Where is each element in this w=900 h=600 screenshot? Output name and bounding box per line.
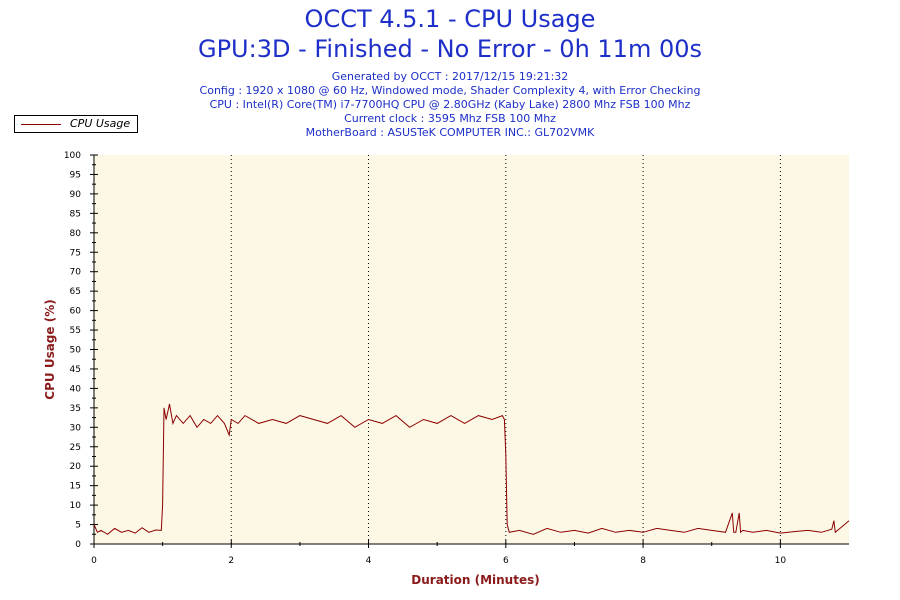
x-tick-label-8: 8 — [640, 556, 646, 566]
y-tick-label-100: 100 — [64, 151, 81, 161]
legend-label: CPU Usage — [70, 117, 131, 130]
y-tick-label-85: 85 — [70, 209, 81, 219]
x-tick-label-4: 4 — [366, 556, 372, 566]
legend-swatch — [21, 124, 61, 125]
y-tick-label-15: 15 — [70, 482, 81, 492]
y-tick-label-0: 0 — [75, 540, 81, 550]
y-tick-label-10: 10 — [70, 501, 82, 511]
y-tick-label-5: 5 — [75, 521, 81, 531]
y-tick-label-45: 45 — [70, 365, 81, 375]
info-motherboard: MotherBoard : ASUSTeK COMPUTER INC.: GL7… — [305, 126, 595, 139]
chart-subtitle: GPU:3D - Finished - No Error - 0h 11m 00… — [197, 35, 702, 63]
x-tick-label-0: 0 — [91, 556, 97, 566]
y-tick-label-35: 35 — [70, 404, 81, 414]
y-tick-label-65: 65 — [70, 287, 81, 297]
y-tick-label-75: 75 — [70, 248, 81, 258]
info-clock: Current clock : 3595 Mhz FSB 100 Mhz — [344, 112, 556, 125]
y-tick-label-50: 50 — [70, 346, 82, 356]
series-line-0 — [93, 403, 850, 535]
y-tick-label-40: 40 — [70, 384, 82, 394]
y-tick-label-30: 30 — [70, 423, 82, 433]
y-tick-label-80: 80 — [70, 229, 82, 239]
legend: CPU Usage — [14, 115, 138, 133]
y-tick-label-70: 70 — [70, 268, 82, 278]
y-tick-label-95: 95 — [70, 170, 81, 180]
x-tick-label-2: 2 — [228, 556, 234, 566]
y-tick-label-55: 55 — [70, 326, 81, 336]
info-cpu: CPU : Intel(R) Core(TM) i7-7700HQ CPU @ … — [209, 98, 691, 111]
y-tick-label-25: 25 — [70, 443, 81, 453]
y-axis-title: CPU Usage (%) — [43, 299, 57, 399]
chart-title: OCCT 4.5.1 - CPU Usage — [304, 5, 596, 33]
x-axis-title: Duration (Minutes) — [411, 573, 539, 587]
plot-area — [94, 155, 849, 544]
y-tick-label-20: 20 — [70, 462, 82, 472]
x-tick-label-10: 10 — [775, 556, 787, 566]
info-generated: Generated by OCCT : 2017/12/15 19:21:32 — [331, 70, 569, 83]
info-block: Generated by OCCT : 2017/12/15 19:21:32 … — [0, 70, 900, 140]
x-tick-label-6: 6 — [503, 556, 509, 566]
y-tick-label-90: 90 — [70, 190, 82, 200]
y-tick-label-60: 60 — [70, 307, 82, 317]
info-config: Config : 1920 x 1080 @ 60 Hz, Windowed m… — [199, 84, 701, 97]
